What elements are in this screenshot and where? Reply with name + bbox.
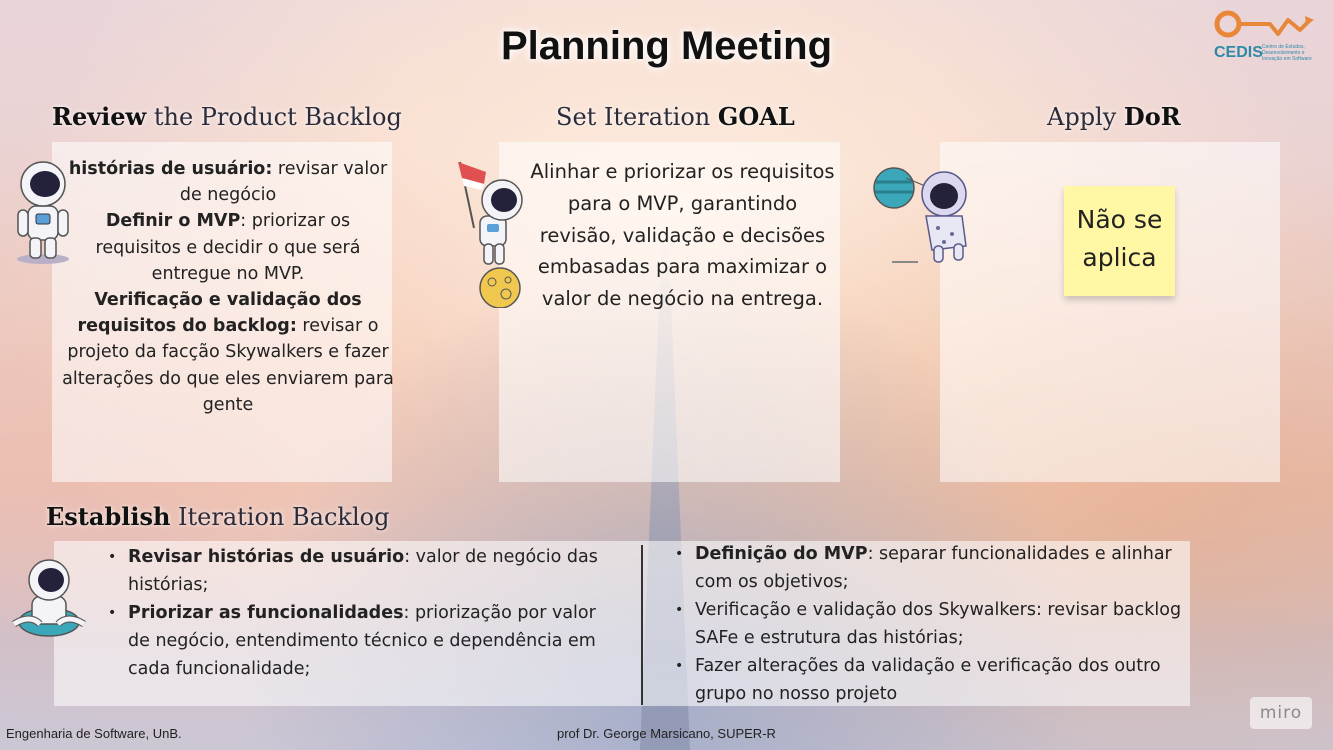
goal-panel — [499, 142, 840, 482]
review-text: histórias de usuário: revisar valor de n… — [62, 156, 394, 418]
review-title-rest: the Product Backlog — [146, 103, 402, 131]
goal-title-rest: Set Iteration — [556, 103, 718, 131]
review-item: Definir o MVP: priorizar os requisitos e… — [62, 208, 394, 287]
logo-subtitle: Centro de Estudos, Desenvolvimento e Ino… — [1262, 44, 1312, 62]
review-item: Verificação e validação dos requisitos d… — [62, 287, 394, 418]
goal-text: Alinhar e priorizar os requisitos para o… — [530, 160, 835, 311]
establish-title-rest: Iteration Backlog — [170, 503, 390, 531]
footer-center: prof Dr. George Marsicano, SUPER-R — [557, 726, 776, 741]
review-item-text: revisar o projeto da facção Skywalkers e… — [62, 316, 394, 415]
astronaut-standing-icon — [17, 161, 69, 264]
list-item-bold: Priorizar as funcionalidades — [128, 603, 404, 623]
astronaut-sitting-icon — [12, 559, 86, 637]
list-item-text: Fazer alterações da validação e verifica… — [695, 656, 1161, 704]
review-panel — [52, 142, 392, 482]
list-item-text: Verificação e validação dos Skywalkers: … — [695, 600, 1182, 648]
review-section-title: Review the Product Backlog — [52, 102, 402, 131]
review-item-bold: Definir o MVP — [105, 211, 241, 232]
establish-left-list: Revisar histórias de usuário: valor de n… — [108, 543, 618, 683]
list-item-bold: Definição do MVP — [695, 544, 868, 564]
goal-title-bold: GOAL — [717, 102, 795, 131]
miro-watermark: miro — [1250, 697, 1312, 729]
dor-title-rest: Apply — [1047, 103, 1124, 131]
establish-right-list: Definição do MVP: separar funcionalidade… — [675, 540, 1185, 708]
dor-title-bold: DoR — [1123, 102, 1181, 131]
logo-name: CEDIS — [1214, 44, 1263, 61]
review-item: histórias de usuário: revisar valor de n… — [62, 156, 394, 208]
list-item: Revisar histórias de usuário: valor de n… — [108, 543, 618, 599]
list-item: Definição do MVP: separar funcionalidade… — [675, 540, 1185, 596]
footer-left: Engenharia de Software, UnB. — [6, 726, 182, 741]
astronaut-planet-icon — [873, 167, 967, 263]
list-item-text: : separar funcionalidades e alinhar com … — [695, 544, 1172, 592]
review-item-text: revisar valor de negócio — [179, 159, 388, 206]
review-item-bold: histórias de usuário: — [68, 159, 273, 179]
goal-section-title: Set Iteration GOAL — [556, 102, 795, 131]
cedis-logo-icon — [1214, 10, 1314, 38]
review-item-text: : priorizar os requisitos e decidir o qu… — [95, 211, 361, 284]
page-title: Planning Meeting — [500, 24, 833, 68]
list-item: Fazer alterações da validação e verifica… — [675, 652, 1185, 708]
list-item-text: : valor de negócio das histórias; — [128, 547, 598, 595]
review-title-bold: Review — [52, 102, 147, 131]
establish-title-bold: Establish — [46, 502, 171, 531]
column-divider — [641, 545, 643, 705]
list-item-text: : priorização por valor de negócio, ente… — [128, 603, 596, 679]
review-item-bold: Verificação e validação dos requisitos d… — [77, 290, 362, 337]
establish-section-title: Establish Iteration Backlog — [46, 502, 389, 531]
astronaut-flag-icon — [458, 161, 523, 308]
list-item: Priorizar as funcionalidades: priorizaçã… — [108, 599, 618, 683]
list-item-bold: Revisar histórias de usuário — [128, 547, 405, 567]
dor-section-title: Apply DoR — [1047, 102, 1181, 131]
sticky-note[interactable]: Não se aplica — [1064, 186, 1175, 296]
list-item: Verificação e validação dos Skywalkers: … — [675, 596, 1185, 652]
